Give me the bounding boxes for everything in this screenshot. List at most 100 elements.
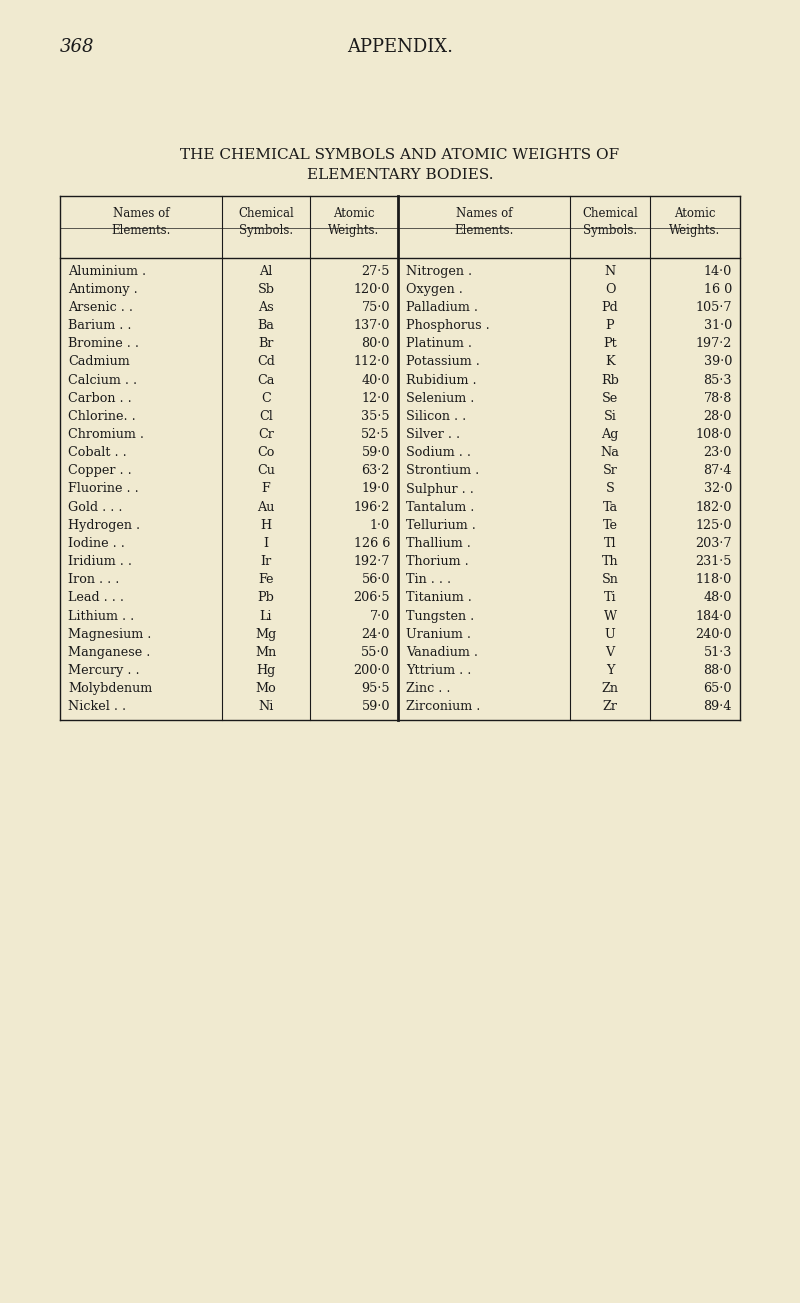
Text: Nickel . .: Nickel . . bbox=[68, 701, 126, 714]
Text: Mo: Mo bbox=[256, 683, 276, 696]
Text: Iron . . .: Iron . . . bbox=[68, 573, 119, 586]
Text: Cr: Cr bbox=[258, 427, 274, 440]
Text: Aluminium .: Aluminium . bbox=[68, 265, 146, 278]
Text: Mg: Mg bbox=[255, 628, 277, 641]
Text: 39·0: 39·0 bbox=[704, 356, 732, 369]
Text: Rb: Rb bbox=[601, 374, 619, 387]
Text: 112·0: 112·0 bbox=[354, 356, 390, 369]
Text: K: K bbox=[605, 356, 615, 369]
Text: 32·0: 32·0 bbox=[704, 482, 732, 495]
Text: 63·2: 63·2 bbox=[362, 464, 390, 477]
Text: N: N bbox=[604, 265, 616, 278]
Text: 40·0: 40·0 bbox=[362, 374, 390, 387]
Text: 28·0: 28·0 bbox=[704, 410, 732, 423]
Text: Zn: Zn bbox=[602, 683, 618, 696]
Text: 368: 368 bbox=[60, 38, 94, 56]
Text: 48·0: 48·0 bbox=[704, 592, 732, 605]
Text: H: H bbox=[261, 519, 271, 532]
Text: 59·0: 59·0 bbox=[362, 701, 390, 714]
Text: 31·0: 31·0 bbox=[704, 319, 732, 332]
Text: Cl: Cl bbox=[259, 410, 273, 423]
Text: Molybdenum: Molybdenum bbox=[68, 683, 152, 696]
Text: Cadmium: Cadmium bbox=[68, 356, 130, 369]
Text: 108·0: 108·0 bbox=[696, 427, 732, 440]
Text: Iodine . .: Iodine . . bbox=[68, 537, 125, 550]
Text: Calcium . .: Calcium . . bbox=[68, 374, 137, 387]
Text: Zinc . .: Zinc . . bbox=[406, 683, 450, 696]
Text: Sb: Sb bbox=[258, 283, 274, 296]
Text: Hg: Hg bbox=[256, 665, 276, 678]
Text: As: As bbox=[258, 301, 274, 314]
Text: 55·0: 55·0 bbox=[362, 646, 390, 659]
Text: 80·0: 80·0 bbox=[362, 337, 390, 351]
Text: Tin . . .: Tin . . . bbox=[406, 573, 451, 586]
Text: Copper . .: Copper . . bbox=[68, 464, 132, 477]
Text: 192·7: 192·7 bbox=[354, 555, 390, 568]
Text: 85·3: 85·3 bbox=[703, 374, 732, 387]
Text: 184·0: 184·0 bbox=[696, 610, 732, 623]
Text: THE CHEMICAL SYMBOLS AND ATOMIC WEIGHTS OF: THE CHEMICAL SYMBOLS AND ATOMIC WEIGHTS … bbox=[181, 149, 619, 162]
Text: 182·0: 182·0 bbox=[696, 500, 732, 513]
Text: Pb: Pb bbox=[258, 592, 274, 605]
Text: V: V bbox=[606, 646, 614, 659]
Text: Tantalum .: Tantalum . bbox=[406, 500, 474, 513]
Text: Se: Se bbox=[602, 392, 618, 405]
Text: Pd: Pd bbox=[602, 301, 618, 314]
Text: Chemical
Symbols.: Chemical Symbols. bbox=[582, 207, 638, 237]
Text: Zr: Zr bbox=[602, 701, 618, 714]
Text: Sodium . .: Sodium . . bbox=[406, 446, 471, 459]
Text: 203·7: 203·7 bbox=[695, 537, 732, 550]
Text: Ir: Ir bbox=[260, 555, 272, 568]
Text: Yttrium . .: Yttrium . . bbox=[406, 665, 471, 678]
Text: 206·5: 206·5 bbox=[354, 592, 390, 605]
Text: Ni: Ni bbox=[258, 701, 274, 714]
Text: Potassium .: Potassium . bbox=[406, 356, 480, 369]
Text: Platinum .: Platinum . bbox=[406, 337, 472, 351]
Text: Li: Li bbox=[260, 610, 272, 623]
Text: Fe: Fe bbox=[258, 573, 274, 586]
Text: 120·0: 120·0 bbox=[354, 283, 390, 296]
Text: 27·5: 27·5 bbox=[362, 265, 390, 278]
Text: Thallium .: Thallium . bbox=[406, 537, 471, 550]
Text: 1·0: 1·0 bbox=[370, 519, 390, 532]
Text: 56·0: 56·0 bbox=[362, 573, 390, 586]
Text: Th: Th bbox=[602, 555, 618, 568]
Text: Oxygen .: Oxygen . bbox=[406, 283, 463, 296]
Text: Strontium .: Strontium . bbox=[406, 464, 479, 477]
Text: 197·2: 197·2 bbox=[696, 337, 732, 351]
Text: 87·4: 87·4 bbox=[704, 464, 732, 477]
Text: 231·5: 231·5 bbox=[695, 555, 732, 568]
Text: Br: Br bbox=[258, 337, 274, 351]
Text: Lithium . .: Lithium . . bbox=[68, 610, 134, 623]
Text: Ta: Ta bbox=[602, 500, 618, 513]
Text: F: F bbox=[262, 482, 270, 495]
Text: 240·0: 240·0 bbox=[695, 628, 732, 641]
Text: 75·0: 75·0 bbox=[362, 301, 390, 314]
Text: Ba: Ba bbox=[258, 319, 274, 332]
Text: APPENDIX.: APPENDIX. bbox=[347, 38, 453, 56]
Text: Iridium . .: Iridium . . bbox=[68, 555, 132, 568]
Text: 7·0: 7·0 bbox=[370, 610, 390, 623]
Text: Barium . .: Barium . . bbox=[68, 319, 131, 332]
Text: W: W bbox=[603, 610, 617, 623]
Text: Na: Na bbox=[601, 446, 619, 459]
Text: 200·0: 200·0 bbox=[354, 665, 390, 678]
Text: Rubidium .: Rubidium . bbox=[406, 374, 477, 387]
Text: Manganese .: Manganese . bbox=[68, 646, 150, 659]
Text: Magnesium .: Magnesium . bbox=[68, 628, 151, 641]
Text: Antimony .: Antimony . bbox=[68, 283, 138, 296]
Text: Si: Si bbox=[603, 410, 617, 423]
Text: Cd: Cd bbox=[257, 356, 275, 369]
Text: Pt: Pt bbox=[603, 337, 617, 351]
Text: 196·2: 196·2 bbox=[354, 500, 390, 513]
Text: Sn: Sn bbox=[602, 573, 618, 586]
Text: Chromium .: Chromium . bbox=[68, 427, 144, 440]
Text: Sr: Sr bbox=[602, 464, 618, 477]
Text: Titanium .: Titanium . bbox=[406, 592, 472, 605]
Text: Fluorine . .: Fluorine . . bbox=[68, 482, 138, 495]
Text: Ag: Ag bbox=[602, 427, 618, 440]
Text: 16 0: 16 0 bbox=[704, 283, 732, 296]
Text: Lead . . .: Lead . . . bbox=[68, 592, 124, 605]
Text: 23·0: 23·0 bbox=[704, 446, 732, 459]
Text: C: C bbox=[261, 392, 271, 405]
